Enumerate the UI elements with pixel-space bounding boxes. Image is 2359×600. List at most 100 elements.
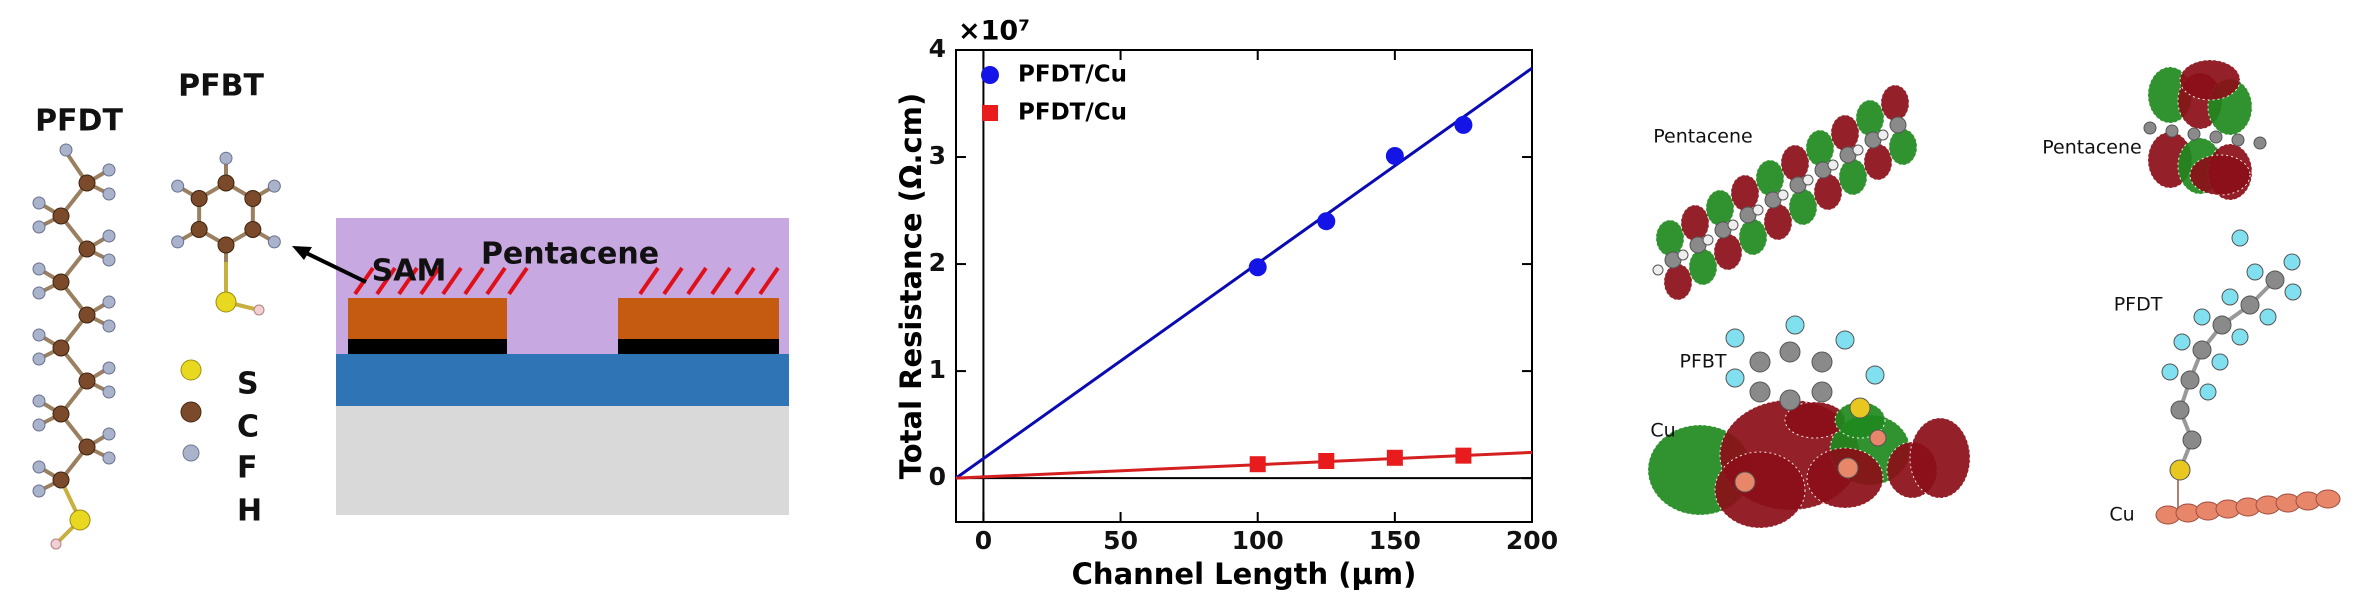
atom-c [180, 401, 202, 423]
right-panel: Pentacene PFBT Cu Pentacene PFDT Cu [1647, 59, 2341, 529]
orbital-lobe [2189, 154, 2251, 196]
hatch-line [734, 266, 756, 296]
atom [1727, 219, 1739, 231]
atom-legend-label: S [237, 367, 259, 402]
device-label: SAM [372, 254, 447, 289]
atom [102, 385, 116, 399]
orbital-lobe [1788, 188, 1818, 226]
atom [2231, 328, 2249, 346]
atom [1849, 397, 1871, 419]
atom-legend-label: F [237, 451, 258, 486]
orbital-lobe [1909, 417, 1971, 499]
atom [1877, 129, 1889, 141]
atom [32, 394, 46, 408]
atom [2169, 459, 2191, 481]
panel-label: Cu [1650, 420, 1675, 442]
orbital-lobe [1688, 248, 1718, 286]
atom [1889, 116, 1907, 134]
x-axis-title: Channel Length (µm) [1072, 557, 1417, 591]
device-label: Pentacene [481, 237, 659, 272]
sam-hatch [353, 266, 780, 296]
fit-line [955, 66, 1533, 480]
atom [1852, 144, 1864, 156]
atom [171, 179, 185, 193]
y-tick-label: 0 [929, 462, 946, 491]
atom-s [180, 359, 202, 381]
atom [2265, 270, 2285, 290]
atom [190, 190, 208, 207]
atom [32, 352, 46, 366]
legend-marker [981, 66, 999, 84]
panel-label: PFBT [1679, 351, 1726, 373]
orbital-lobe [1888, 128, 1918, 166]
arrow [299, 248, 367, 284]
atom [2221, 288, 2239, 306]
y-tick-label: 3 [929, 141, 946, 170]
hatch-line [441, 266, 463, 296]
atom [2170, 400, 2190, 420]
hatch-line [485, 266, 507, 296]
atom [2240, 295, 2260, 315]
atom [102, 187, 116, 201]
hatch-line [375, 266, 397, 296]
atom [32, 328, 46, 342]
atom [1811, 351, 1833, 373]
y-multiplier: ×10⁷ [958, 16, 1030, 47]
atom [1652, 264, 1664, 276]
atom [2246, 263, 2264, 281]
atom [1779, 389, 1801, 411]
atom [1725, 328, 1745, 348]
fit-line [955, 450, 1533, 480]
plot-frame [955, 49, 1533, 523]
legend-label: PFDT/Cu [1018, 100, 1127, 126]
atom [32, 418, 46, 432]
atom [244, 190, 262, 207]
atom [1869, 429, 1887, 447]
panel-label: Pentacene [1653, 126, 1752, 148]
marker [1386, 449, 1403, 466]
atom [1785, 315, 1805, 335]
atom [219, 151, 233, 165]
atom [2180, 370, 2200, 390]
panel-label: Cu [2109, 504, 2134, 526]
atom [2161, 363, 2179, 381]
atom [2231, 229, 2249, 247]
atom [50, 538, 62, 550]
marker [1385, 146, 1404, 165]
marker [1249, 456, 1266, 473]
atom [217, 236, 235, 254]
molecule-label: PFDT [35, 104, 123, 139]
atom [78, 240, 96, 258]
atom [2173, 333, 2191, 351]
x-tick-label: 50 [1103, 526, 1138, 555]
atom [2283, 253, 2301, 271]
atom [102, 253, 116, 267]
x-tick-label: 0 [975, 526, 992, 555]
atom [102, 427, 116, 441]
orbital-lobe [1663, 263, 1693, 301]
hatch-line [419, 266, 441, 296]
hatch-line [397, 266, 419, 296]
electrode-base [618, 339, 779, 354]
hatch-line [710, 266, 732, 296]
chart: ×10⁷ Channel Length (µm) Total Resistanc… [894, 16, 1558, 592]
atom [1677, 249, 1689, 261]
atom [102, 229, 116, 243]
y-tick-label: 4 [929, 34, 946, 63]
atom [102, 163, 116, 177]
atom [32, 196, 46, 210]
atom [32, 220, 46, 234]
atom [1835, 330, 1855, 350]
atom [171, 235, 185, 249]
hatch-line [463, 266, 485, 296]
atom [78, 372, 96, 390]
atom [32, 286, 46, 300]
hatch-line [758, 266, 780, 296]
atom [2212, 315, 2232, 335]
atom [78, 306, 96, 324]
atom [102, 295, 116, 309]
x-tick-label: 200 [1506, 526, 1558, 555]
electrode [348, 298, 507, 339]
orbital-lobe [1863, 143, 1893, 181]
atom [78, 174, 96, 192]
